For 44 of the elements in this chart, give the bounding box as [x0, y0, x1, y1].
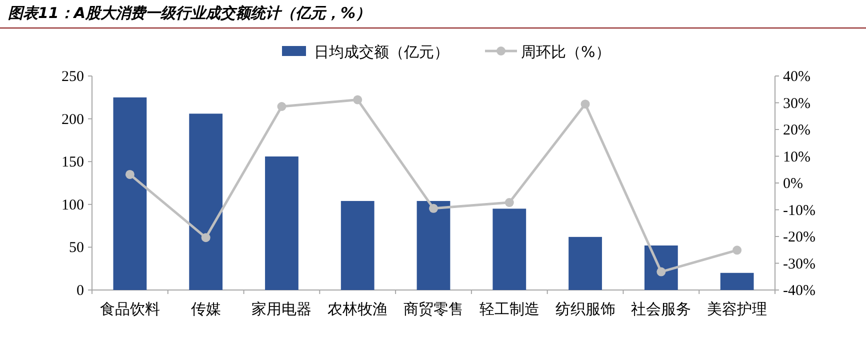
bar	[492, 208, 526, 290]
y2-tick-label: -30%	[783, 256, 816, 272]
y2-tick-label: -10%	[783, 202, 816, 219]
x-tick-label: 美容护理	[707, 300, 768, 318]
legend-label: 周环比（%）	[521, 43, 610, 61]
x-tick-label: 社会服务	[631, 300, 692, 318]
legend-label: 日均成交额（亿元）	[314, 43, 449, 61]
y2-tick-label: 30%	[783, 96, 810, 112]
bar	[189, 114, 223, 290]
point	[125, 170, 134, 179]
y-tick-label: 250	[62, 69, 84, 85]
y-tick-label: 50	[69, 240, 84, 256]
point	[353, 95, 362, 104]
y2-tick-label: -20%	[783, 230, 816, 246]
x-tick-label: 商贸零售	[404, 300, 464, 318]
y2-tick-label: 0%	[783, 176, 803, 192]
point	[429, 204, 438, 213]
point	[580, 100, 590, 109]
point	[201, 233, 210, 242]
bar	[113, 97, 147, 290]
y2-tick-label: 10%	[783, 149, 810, 166]
x-tick-label: 食品饮料	[100, 300, 160, 318]
x-tick-label: 纺织服饰	[555, 300, 616, 318]
bar	[340, 200, 374, 290]
bar	[416, 200, 450, 290]
y-tick-label: 100	[62, 197, 84, 214]
y2-tick-label: 40%	[783, 69, 810, 85]
point	[656, 267, 666, 276]
bar	[568, 236, 602, 290]
x-tick-label: 传媒	[190, 300, 221, 318]
point	[504, 198, 514, 208]
y-tick-label: 0	[76, 283, 84, 299]
y2-tick-label: 20%	[783, 122, 810, 138]
x-tick-label: 轻工制造	[479, 300, 540, 318]
bar	[265, 156, 298, 290]
chart-title: 图表11：A股大消费一级行业成交额统计（亿元，%）	[8, 4, 371, 22]
point	[277, 102, 286, 111]
x-tick-label: 农林牧渔	[328, 300, 388, 318]
x-tick-label: 家用电器	[252, 300, 312, 318]
y-tick-label: 200	[62, 112, 84, 128]
point	[732, 246, 742, 255]
bar	[720, 272, 754, 290]
y-tick-label: 150	[62, 154, 84, 171]
y2-tick-label: -40%	[783, 283, 816, 299]
